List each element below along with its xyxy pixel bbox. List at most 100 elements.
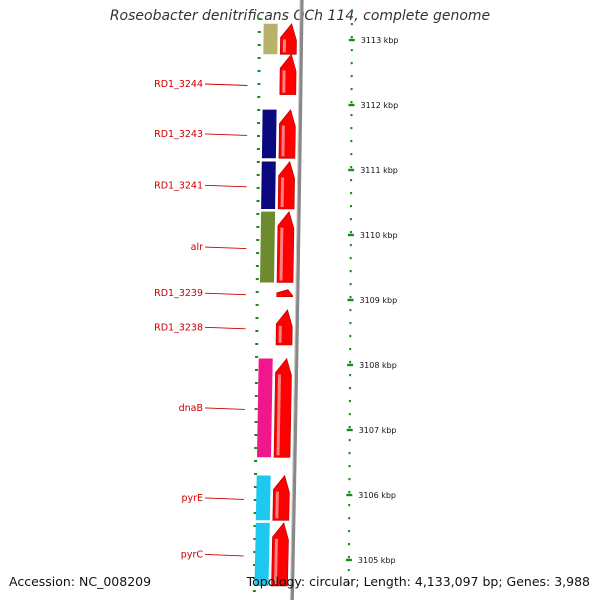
- minor-tick: [350, 114, 353, 117]
- inner-tick: [253, 512, 257, 514]
- minor-tick: [350, 23, 353, 26]
- minor-tick: [348, 491, 351, 494]
- inner-tick: [256, 213, 260, 215]
- inner-tick: [257, 96, 261, 98]
- scale-label: 3105 kbp: [358, 556, 396, 565]
- scale-label: 3110 kbp: [360, 231, 398, 240]
- major-tick: [347, 233, 354, 237]
- inner-tick: [257, 135, 260, 137]
- label-leader-line: [204, 133, 248, 136]
- minor-tick: [350, 179, 353, 182]
- minor-tick: [350, 192, 353, 195]
- minor-tick: [349, 270, 352, 273]
- topology-text: Topology: circular; Length: 4,133,097 bp…: [246, 574, 590, 589]
- inner-tick: [256, 161, 260, 163]
- gene-arrow: [276, 210, 295, 283]
- minor-tick: [350, 49, 353, 52]
- minor-tick: [348, 543, 350, 546]
- gene-label: pyrE: [181, 493, 203, 504]
- gene-arrow-highlight: [281, 125, 285, 157]
- minor-tick: [349, 361, 352, 364]
- minor-tick: [348, 478, 351, 481]
- inner-tick: [256, 252, 260, 254]
- scale-label: 3113 kbp: [361, 36, 399, 45]
- minor-tick: [349, 296, 352, 299]
- inner-tick: [252, 577, 256, 579]
- label-leader-line: [204, 292, 246, 296]
- genome-backbone: [289, 0, 304, 600]
- gene-arrow: [277, 160, 295, 210]
- minor-tick: [350, 75, 353, 78]
- accession-text: Accession: NC_008209: [9, 574, 152, 589]
- inner-tick: [255, 343, 259, 345]
- inner-tick: [254, 473, 257, 475]
- minor-tick: [350, 205, 352, 208]
- inner-tick: [254, 434, 258, 436]
- inner-tick: [257, 70, 261, 72]
- scale-label: 3108 kbp: [359, 361, 397, 370]
- minor-tick: [349, 374, 352, 377]
- minor-tick: [349, 348, 352, 351]
- inner-tick: [254, 447, 258, 449]
- inner-tick: [254, 395, 258, 397]
- minor-tick: [350, 88, 353, 91]
- major-tick: [347, 298, 354, 302]
- inner-tick: [254, 421, 258, 423]
- minor-tick: [348, 413, 351, 416]
- major-tick: [347, 363, 354, 367]
- minor-tick: [348, 517, 351, 520]
- inner-tick: [256, 148, 260, 150]
- gene-track: [271, 23, 297, 587]
- minor-tick: [350, 101, 353, 104]
- inner-tick: [256, 200, 260, 202]
- label-leader-line: [204, 407, 245, 410]
- inner-tick: [257, 109, 261, 111]
- scale-label: 3112 kbp: [361, 101, 399, 110]
- gene-arrow-highlight: [274, 538, 278, 585]
- major-tick: [345, 558, 352, 562]
- scale-ruler: 3113 kbp 3112 kbp 3111 kbp 3110 kbp 3109 kbp…: [252, 10, 399, 592]
- minor-tick: [347, 582, 350, 585]
- cog-bar: [254, 522, 270, 586]
- inner-tick: [253, 564, 256, 566]
- inner-tick: [254, 408, 258, 410]
- cog-bar: [263, 23, 278, 55]
- minor-tick: [348, 530, 351, 533]
- minor-tick: [350, 166, 353, 169]
- minor-tick: [349, 335, 352, 338]
- cog-bar: [261, 109, 277, 159]
- minor-tick: [348, 439, 351, 442]
- scale-label: 3109 kbp: [360, 296, 398, 305]
- inner-tick: [257, 18, 261, 20]
- inner-tick: [257, 44, 261, 46]
- inner-tick: [253, 551, 257, 553]
- inner-tick: [255, 265, 259, 267]
- major-tick: [348, 168, 355, 172]
- cog-track: [254, 23, 278, 586]
- inner-tick: [255, 278, 259, 280]
- gene-label: RD1_3241: [154, 180, 203, 191]
- gene-arrow: [279, 53, 297, 95]
- minor-tick: [349, 322, 352, 325]
- inner-tick: [255, 304, 259, 306]
- gene-label: pyrC: [181, 549, 204, 560]
- major-tick: [346, 493, 353, 497]
- inner-tick: [253, 525, 257, 527]
- minor-tick: [349, 387, 351, 390]
- minor-tick: [349, 218, 352, 221]
- scale-label: 3106 kbp: [358, 491, 396, 500]
- inner-tick: [257, 31, 261, 33]
- cog-bar: [257, 358, 273, 458]
- cog-bar: [261, 161, 276, 209]
- gene-label: RD1_3239: [154, 288, 203, 299]
- inner-tick: [257, 122, 261, 124]
- scale-label: 3111 kbp: [360, 166, 398, 175]
- gene-arrow-highlight: [280, 177, 285, 208]
- gene-arrow: [273, 357, 292, 458]
- inner-tick: [257, 57, 261, 59]
- inner-tick: [255, 330, 259, 332]
- scale-label: 3107 kbp: [359, 426, 397, 435]
- label-leader-line: [204, 554, 244, 557]
- gene-arrow: [279, 23, 297, 55]
